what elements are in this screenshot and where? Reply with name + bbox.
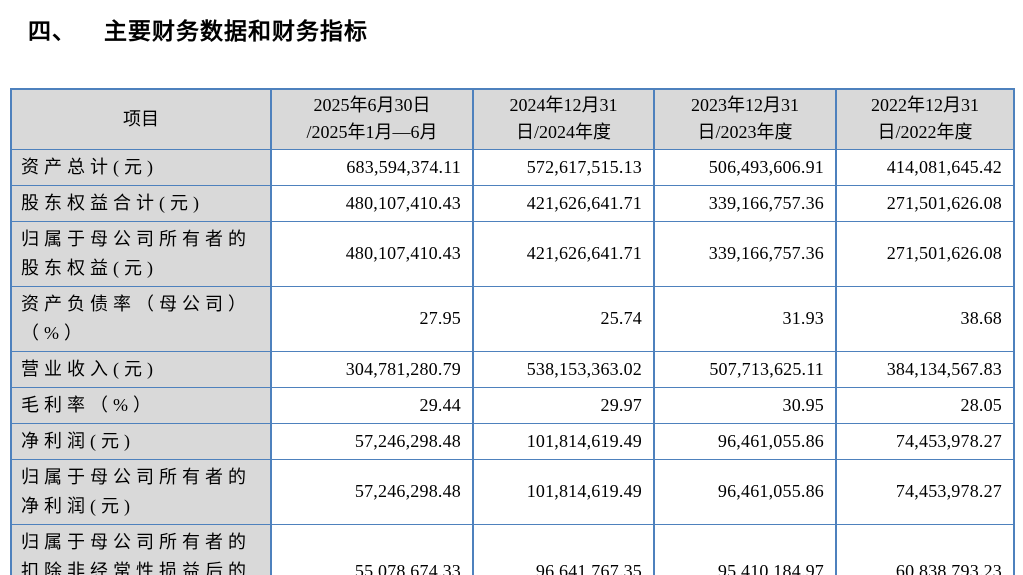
value-cell: 57,246,298.48 — [270, 458, 474, 525]
value-cell: 30.95 — [653, 386, 837, 424]
value-cell: 57,246,298.48 — [270, 422, 474, 460]
value-cell: 271,501,626.08 — [835, 184, 1015, 222]
table-header-row: 项目 2025年6月30日 /2025年1月—6月 2024年12月31 日/2… — [10, 88, 1015, 150]
section-number: 四、 — [28, 19, 76, 44]
table-row: 资产总计(元) 683,594,374.11 572,617,515.13 50… — [10, 148, 1015, 186]
value-cell: 27.95 — [270, 285, 474, 352]
value-cell: 95,410,184.97 — [653, 523, 837, 575]
value-cell: 74,453,978.27 — [835, 458, 1015, 525]
value-cell: 29.44 — [270, 386, 474, 424]
value-cell: 96,641,767.35 — [472, 523, 655, 575]
value-cell: 506,493,606.91 — [653, 148, 837, 186]
value-cell: 74,453,978.27 — [835, 422, 1015, 460]
table-row: 归属于母公司所有者的 股东权益(元) 480,107,410.43 421,62… — [10, 220, 1015, 287]
row-label-cell: 净利润(元) — [10, 422, 272, 460]
row-label-cell: 资产总计(元) — [10, 148, 272, 186]
row-label-cell: 归属于母公司所有者的 股东权益(元) — [10, 220, 272, 287]
table-row: 资产负债率（母公司） （%） 27.95 25.74 31.93 38.68 — [10, 285, 1015, 352]
column-header-2025: 2025年6月30日 /2025年1月—6月 — [270, 88, 474, 150]
row-label-cell: 毛利率（%） — [10, 386, 272, 424]
value-cell: 480,107,410.43 — [270, 220, 474, 287]
value-cell: 60,838,793.23 — [835, 523, 1015, 575]
value-cell: 507,713,625.11 — [653, 350, 837, 388]
value-cell: 38.68 — [835, 285, 1015, 352]
row-label-cell: 营业收入(元) — [10, 350, 272, 388]
row-label-cell: 归属于母公司所有者的 扣除非经常性损益后的 净利润(元) — [10, 523, 272, 575]
table-row: 毛利率（%） 29.44 29.97 30.95 28.05 — [10, 386, 1015, 424]
value-cell: 304,781,280.79 — [270, 350, 474, 388]
column-header-2023: 2023年12月31 日/2023年度 — [653, 88, 837, 150]
row-label-cell: 资产负债率（母公司） （%） — [10, 285, 272, 352]
value-cell: 384,134,567.83 — [835, 350, 1015, 388]
value-cell: 29.97 — [472, 386, 655, 424]
table-row: 股东权益合计(元) 480,107,410.43 421,626,641.71 … — [10, 184, 1015, 222]
value-cell: 31.93 — [653, 285, 837, 352]
value-cell: 271,501,626.08 — [835, 220, 1015, 287]
section-title-text: 主要财务数据和财务指标 — [104, 19, 368, 44]
value-cell: 25.74 — [472, 285, 655, 352]
table-row: 归属于母公司所有者的 净利润(元) 57,246,298.48 101,814,… — [10, 458, 1015, 525]
value-cell: 480,107,410.43 — [270, 184, 474, 222]
value-cell: 96,461,055.86 — [653, 422, 837, 460]
table-row: 营业收入(元) 304,781,280.79 538,153,363.02 50… — [10, 350, 1015, 388]
table-row: 归属于母公司所有者的 扣除非经常性损益后的 净利润(元) 55,078,674.… — [10, 523, 1015, 575]
value-cell: 339,166,757.36 — [653, 220, 837, 287]
column-header-item: 项目 — [10, 88, 272, 150]
financial-data-table: 项目 2025年6月30日 /2025年1月—6月 2024年12月31 日/2… — [10, 88, 1015, 575]
value-cell: 96,461,055.86 — [653, 458, 837, 525]
value-cell: 538,153,363.02 — [472, 350, 655, 388]
value-cell: 339,166,757.36 — [653, 184, 837, 222]
value-cell: 414,081,645.42 — [835, 148, 1015, 186]
row-label-cell: 归属于母公司所有者的 净利润(元) — [10, 458, 272, 525]
value-cell: 421,626,641.71 — [472, 220, 655, 287]
value-cell: 55,078,674.33 — [270, 523, 474, 575]
page-title: 四、 主要财务数据和财务指标 — [28, 12, 368, 46]
table-row: 净利润(元) 57,246,298.48 101,814,619.49 96,4… — [10, 422, 1015, 460]
row-label-cell: 股东权益合计(元) — [10, 184, 272, 222]
column-header-2024: 2024年12月31 日/2024年度 — [472, 88, 655, 150]
value-cell: 28.05 — [835, 386, 1015, 424]
value-cell: 421,626,641.71 — [472, 184, 655, 222]
value-cell: 101,814,619.49 — [472, 458, 655, 525]
value-cell: 572,617,515.13 — [472, 148, 655, 186]
value-cell: 101,814,619.49 — [472, 422, 655, 460]
column-header-2022: 2022年12月31 日/2022年度 — [835, 88, 1015, 150]
value-cell: 683,594,374.11 — [270, 148, 474, 186]
